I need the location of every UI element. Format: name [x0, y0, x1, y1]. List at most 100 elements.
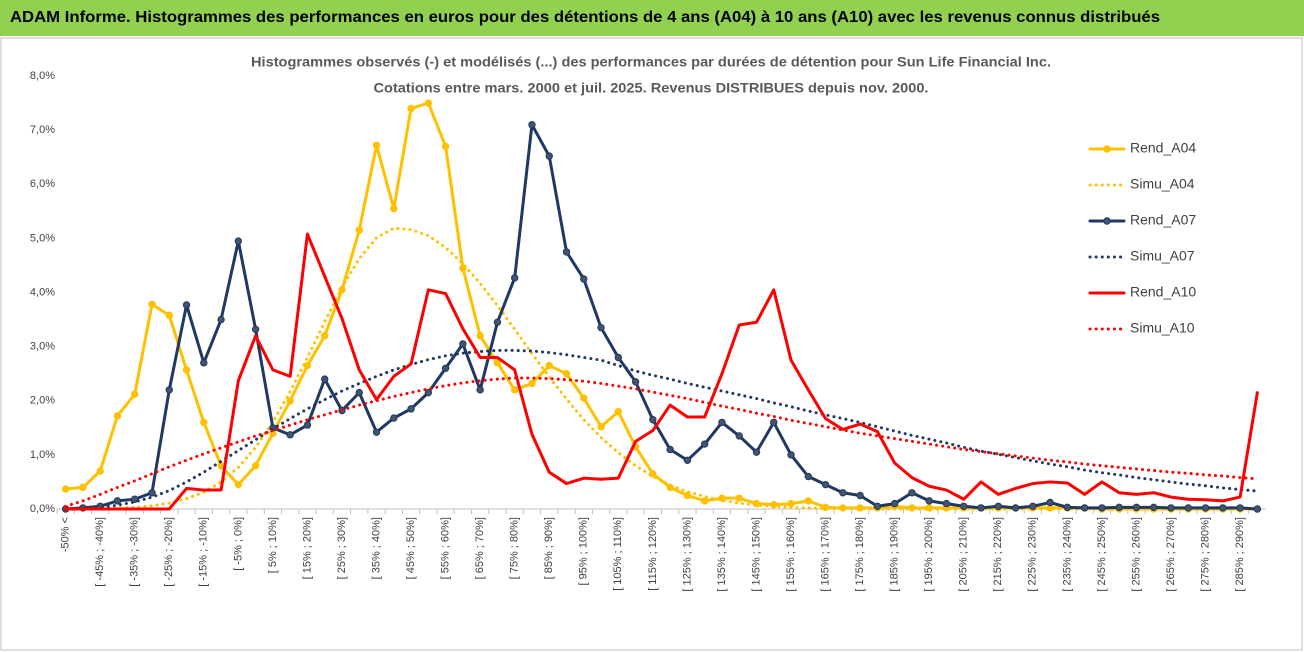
x-tick-label: [ 5% ; 10%] — [267, 517, 279, 573]
point — [856, 491, 864, 500]
point — [1063, 503, 1072, 512]
point — [787, 451, 795, 459]
chart-title: Histogrammes observés (-) et modélisés (… — [251, 54, 1051, 70]
point — [735, 494, 743, 502]
point — [321, 375, 329, 383]
point — [545, 152, 553, 160]
x-tick-label: [ 45% ; 50%] — [405, 517, 417, 579]
point — [476, 386, 484, 394]
x-tick-label: [ 255% ; 260%] — [1130, 517, 1142, 592]
y-tick-label: 2,0% — [30, 395, 55, 407]
y-tick-label: 6,0% — [30, 178, 55, 190]
point — [1236, 504, 1244, 512]
point — [614, 353, 623, 362]
point — [493, 318, 502, 326]
point — [1011, 504, 1020, 512]
point — [528, 121, 536, 129]
point — [1253, 505, 1262, 513]
x-tick-label: [ 35% ; 40%] — [370, 517, 382, 579]
y-tick-label: 1,0% — [30, 449, 55, 461]
point — [839, 489, 847, 497]
point — [528, 379, 536, 388]
point — [666, 445, 674, 454]
point — [148, 300, 156, 309]
x-tick-label: [ 125% ; 130%] — [681, 517, 693, 592]
point — [580, 394, 588, 402]
x-tick-label: [ 145% ; 150%] — [750, 517, 762, 592]
x-tick-label: [ 15% ; 20%] — [301, 517, 313, 579]
point — [804, 472, 813, 481]
point — [597, 323, 605, 332]
point — [131, 495, 139, 503]
point — [61, 485, 70, 493]
point — [200, 418, 208, 427]
legend-label: Rend_A10 — [1130, 284, 1196, 300]
point — [234, 480, 243, 489]
x-tick-label: [ 215% ; 220%] — [992, 517, 1004, 592]
x-tick-label: [ 135% ; 140%] — [716, 517, 728, 592]
point — [148, 489, 156, 497]
observed-line — [64, 123, 1259, 511]
point — [441, 142, 450, 151]
point — [355, 226, 363, 234]
point — [960, 502, 968, 510]
point — [649, 415, 657, 424]
point — [200, 359, 208, 367]
point — [804, 497, 813, 505]
point — [234, 237, 243, 245]
point — [217, 315, 225, 324]
x-tick-label: [ 25% ; 30%] — [336, 517, 348, 579]
legend-label: Simu_A04 — [1130, 176, 1195, 192]
point — [787, 499, 795, 508]
point — [873, 502, 882, 510]
point — [580, 275, 588, 283]
y-tick-label: 3,0% — [30, 341, 55, 353]
point — [1219, 504, 1227, 512]
point — [614, 407, 623, 416]
point — [441, 364, 450, 372]
point — [303, 361, 312, 370]
header-title: ADAM Informe. Histogrammes des performan… — [10, 9, 1160, 26]
x-tick-label: [ -35% ; -30%] — [129, 517, 141, 587]
x-tick-label: [ -25% ; -20%] — [163, 517, 175, 587]
x-tick-label: [ 275% ; 280%] — [1199, 517, 1211, 592]
point — [79, 483, 87, 492]
point — [424, 388, 433, 397]
x-tick-label: -50% < — [60, 517, 72, 552]
point — [752, 448, 761, 456]
point — [770, 418, 778, 427]
point — [476, 332, 484, 340]
x-tick-label: [ 85% ; 90%] — [543, 517, 555, 579]
x-tick-label: [ 205% ; 210%] — [958, 517, 970, 592]
point — [424, 99, 433, 107]
point — [683, 456, 692, 464]
point — [165, 386, 173, 394]
point — [718, 418, 726, 427]
point — [925, 497, 933, 505]
point — [165, 311, 173, 319]
point — [1184, 504, 1192, 512]
legend-marker — [1103, 217, 1111, 225]
x-tick-label: [ 75% ; 80%] — [509, 517, 521, 579]
point — [510, 274, 519, 282]
point — [890, 499, 899, 508]
point — [286, 431, 294, 439]
point — [303, 421, 312, 429]
point — [113, 497, 122, 505]
header-bar — [0, 0, 1304, 36]
point — [113, 412, 122, 420]
model-line — [64, 226, 1259, 511]
x-tick-label: [ 155% ; 160%] — [785, 517, 797, 592]
point — [908, 489, 916, 497]
x-tick-label: [ 285% ; 290%] — [1234, 517, 1246, 592]
point — [700, 497, 709, 505]
point — [459, 340, 467, 348]
y-tick-label: 4,0% — [30, 286, 55, 298]
point — [407, 405, 415, 413]
x-tick-label: [ 195% ; 200%] — [923, 517, 935, 592]
x-tick-label: [ 115% ; 120%] — [647, 517, 659, 591]
point — [1029, 502, 1037, 510]
point — [1098, 504, 1106, 512]
point — [1201, 504, 1210, 512]
point — [562, 369, 571, 378]
